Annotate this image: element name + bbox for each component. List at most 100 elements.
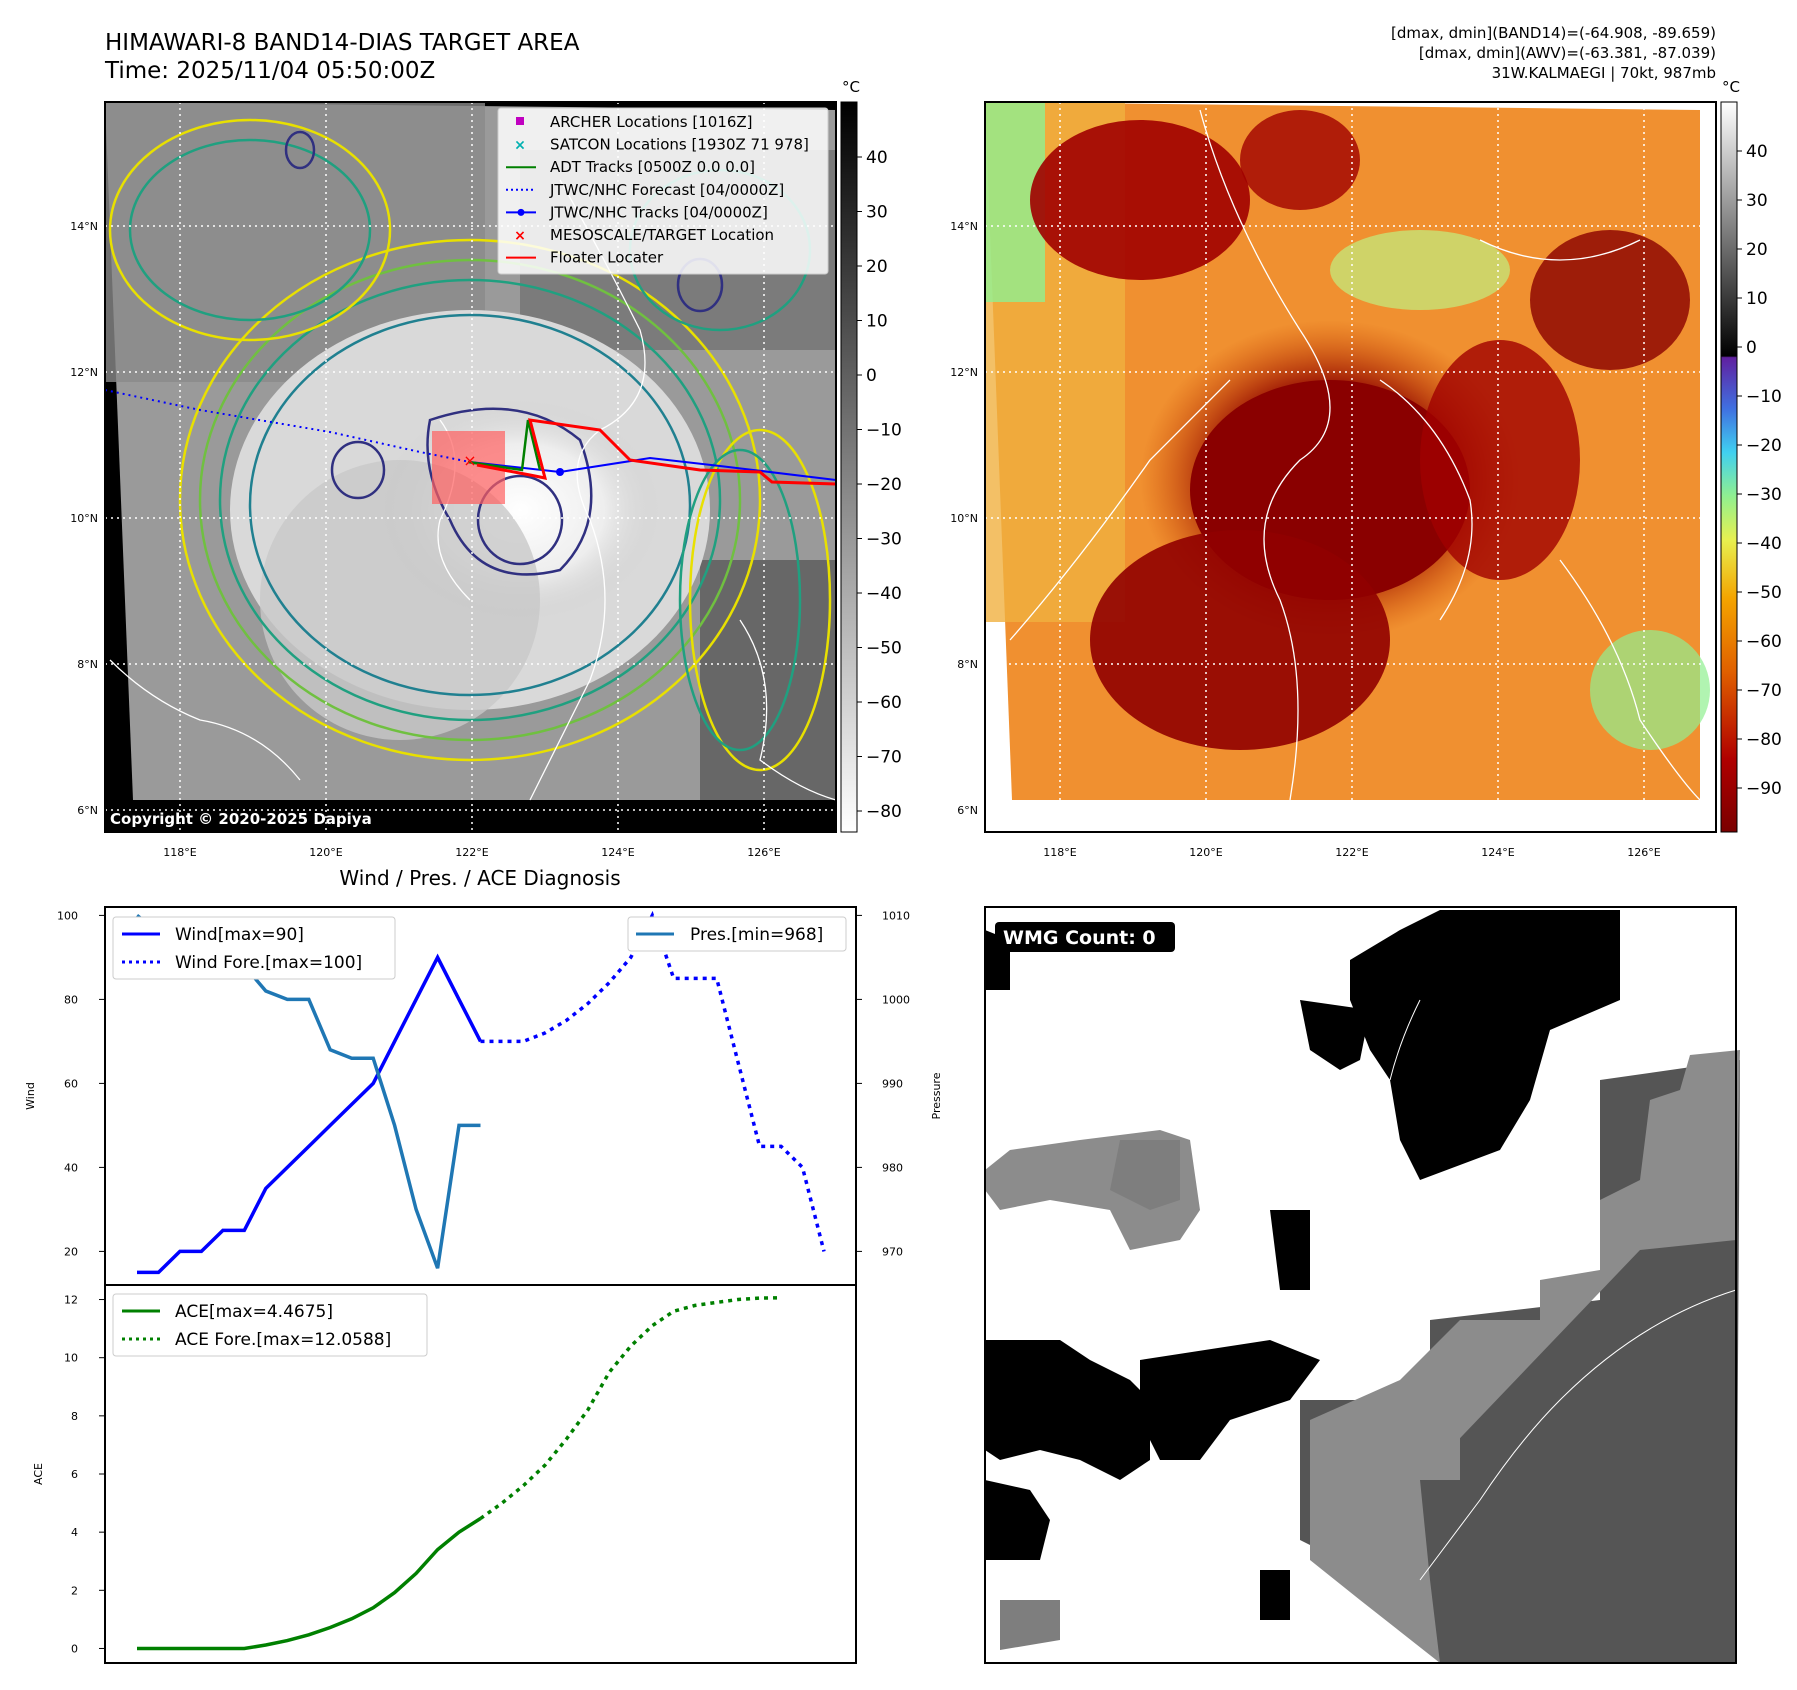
colorbar-tick-label: 20 <box>866 257 888 277</box>
colorbar-tick-label: −10 <box>1746 387 1782 407</box>
map-left-frame <box>104 101 837 833</box>
y-right-tick-label: 980 <box>882 1161 903 1174</box>
jtwc-forecast-track <box>105 389 471 463</box>
colorbar-tick-label: −60 <box>866 693 902 713</box>
lat-tick-label: 6°N <box>957 804 978 817</box>
colorbar-tick-label: 0 <box>1746 338 1757 358</box>
series-line <box>137 1517 482 1651</box>
legend-label: MESOSCALE/TARGET Location <box>550 226 774 244</box>
colorbar-left: °C 40 30 20 10 0 −10 −20 −30 −40 −50 −60 −70 −80 <box>840 78 902 833</box>
legend-marker-dot <box>517 208 525 216</box>
pressure-legend: Pres.[min=968] <box>627 916 847 952</box>
ir-map-right <box>984 101 1717 833</box>
lon-tick-label: 126°E <box>1627 846 1660 859</box>
lon-tick-label: 120°E <box>1189 846 1222 859</box>
wmg-count-label: WMG Count: 0 <box>1003 927 1156 949</box>
ace-axis-label: ACE <box>32 1463 45 1485</box>
map-right-frame <box>984 101 1717 833</box>
y-tick-label: 60 <box>64 1077 78 1090</box>
wind-axis-label: Wind <box>24 1082 37 1110</box>
floater-track <box>476 418 836 486</box>
pressure-axis-label: Pressure <box>930 1072 943 1119</box>
wmg-count-box <box>995 922 1175 952</box>
y-tick-label: 12 <box>64 1294 78 1307</box>
lat-tick-label: 6°N <box>77 804 98 817</box>
figure-title: HIMAWARI-8 BAND14-DIAS TARGET AREA <box>105 30 580 56</box>
legend-pressure: Pres.[min=968] <box>690 925 823 945</box>
colorbar-tick-label: −10 <box>866 421 902 441</box>
lon-tick-label: 122°E <box>1335 846 1368 859</box>
lon-tick-label: 122°E <box>455 846 488 859</box>
colorbar-tick-label: −70 <box>866 748 902 768</box>
series-line <box>137 953 483 1275</box>
colorbar-left-unit: °C <box>842 78 860 96</box>
y-right-tick-label: 990 <box>882 1077 903 1090</box>
colorbar-tick-label: −30 <box>866 530 902 550</box>
adt-track <box>467 419 542 472</box>
wind-pressure-chart: Wind Pressure 100 80 60 40 20 1010 1000 990 980 9… <box>24 906 943 1286</box>
legend-label: ADT Tracks [0500Z 0.0 0.0] <box>550 158 755 176</box>
y-tick-label: 100 <box>57 909 78 922</box>
colorbar-tick-label: −30 <box>1746 485 1782 505</box>
colorbar-tick-label: 20 <box>1746 240 1768 260</box>
y-tick-label: 20 <box>64 1245 78 1258</box>
ace-legend: ACE[max=4.4675] ACE Fore.[max=12.0588] <box>112 1293 428 1357</box>
wmg-frame <box>984 906 1737 1664</box>
colorbar-right: °C 40 30 20 10 0 −10 −20 −30 −40 −50 −60 −70 −80 −90 <box>1720 78 1782 833</box>
y-right-tick-label: 1000 <box>882 993 910 1006</box>
legend-label: ARCHER Locations [1016Z] <box>550 113 753 131</box>
ace-chart: ACE 12 10 8 6 4 2 0 ACE[max=4.4675] ACE Fore.[… <box>32 1284 857 1664</box>
legend-marker <box>516 117 524 125</box>
lon-tick-label: 118°E <box>1043 846 1076 859</box>
map-axis-labels: 118°E 120°E 122°E 124°E 126°E 14°N 12°N 10°N 8°N… <box>70 220 1661 859</box>
figure-time: Time: 2025/11/04 05:50:00Z <box>104 58 435 84</box>
map-legend: ARCHER Locations [1016Z] × SATCON Location… <box>497 107 829 275</box>
series-line <box>480 910 826 1252</box>
legend-marker: × <box>514 138 526 154</box>
lat-tick-label: 14°N <box>950 220 978 233</box>
colorbar-tick-label: 40 <box>866 148 888 168</box>
colorbar-tick-label: 30 <box>866 203 888 223</box>
colorbar-tick-label: 10 <box>1746 289 1768 309</box>
wind-legend: Wind[max=90] Wind Fore.[max=100] <box>112 916 396 980</box>
colorbar-tick-label: −50 <box>1746 583 1782 603</box>
series-line <box>479 1296 782 1520</box>
y-tick-label: 4 <box>71 1526 78 1539</box>
lat-tick-label: 10°N <box>950 512 978 525</box>
wmg-image <box>985 910 1740 1663</box>
y-right-tick-label: 970 <box>882 1245 903 1258</box>
colorbar-tick-label: −40 <box>1746 534 1782 554</box>
legend-label: SATCON Locations [1930Z 71 978] <box>550 136 809 154</box>
ir-map-left: × Copyright © 2020-2025 Dapiya ARCHER Lo… <box>104 101 837 833</box>
wmg-panel: WMG Count: 0 <box>984 906 1740 1664</box>
colorbar-tick-label: −70 <box>1746 681 1782 701</box>
info-storm: 31W.KALMAEGI | 70kt, 987mb <box>1492 64 1716 82</box>
lat-tick-label: 12°N <box>70 366 98 379</box>
info-band14: [dmax, dmin](BAND14)=(-64.908, -89.659) <box>1391 24 1716 42</box>
lat-tick-label: 14°N <box>70 220 98 233</box>
y-tick-label: 10 <box>64 1352 78 1365</box>
y-tick-label: 2 <box>71 1584 78 1597</box>
colorbar-tick-label: −20 <box>1746 436 1782 456</box>
colorbar-tick-label: −20 <box>866 475 902 495</box>
colorbar-tick-label: 40 <box>1746 142 1768 162</box>
colorbar-tick-label: −40 <box>866 584 902 604</box>
colorbar-tick-label: 30 <box>1746 191 1768 211</box>
lat-tick-label: 8°N <box>957 658 978 671</box>
lon-tick-label: 124°E <box>1481 846 1514 859</box>
colorbar-right-gradient <box>1720 101 1738 833</box>
legend-wind: Wind[max=90] <box>175 925 304 945</box>
lon-tick-label: 124°E <box>601 846 634 859</box>
colorbar-tick-label: 0 <box>866 366 877 386</box>
colorbar-tick-label: 10 <box>866 312 888 332</box>
colorbar-right-unit: °C <box>1722 78 1740 96</box>
legend-ace-forecast: ACE Fore.[max=12.0588] <box>175 1330 391 1350</box>
colorbar-tick-label: −60 <box>1746 632 1782 652</box>
colorbar-left-gradient <box>840 101 858 833</box>
legend-wind-forecast: Wind Fore.[max=100] <box>175 953 362 973</box>
lon-tick-label: 126°E <box>747 846 780 859</box>
legend-label: JTWC/NHC Tracks [04/0000Z] <box>549 203 768 221</box>
legend-marker: × <box>514 228 526 244</box>
lat-tick-label: 10°N <box>70 512 98 525</box>
